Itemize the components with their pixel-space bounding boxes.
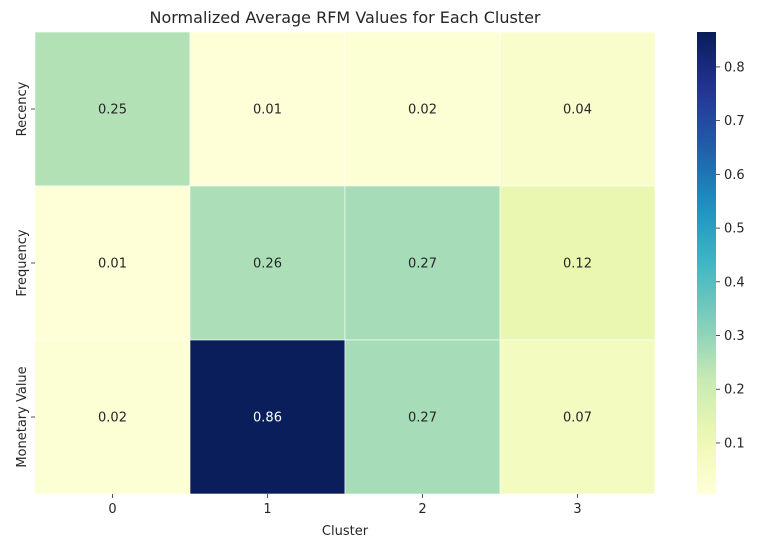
y-tick-label: Monetary Value <box>15 366 30 467</box>
heatmap-cell <box>499 31 656 187</box>
heatmap-cell <box>34 185 191 341</box>
colorbar-tick-label: 0.7 <box>724 114 745 129</box>
colorbar-tick-label: 0.5 <box>724 222 745 237</box>
cell-value-label: 0.02 <box>408 103 437 118</box>
cell-value-label: 0.04 <box>563 103 592 118</box>
heatmap-cell <box>189 185 346 341</box>
cell-value-label: 0.27 <box>408 257 437 272</box>
heatmap-cell <box>189 339 346 495</box>
heatmap-cell <box>344 185 501 341</box>
colorbar-tick-label: 0.3 <box>724 329 745 344</box>
cell-value-label: 0.01 <box>98 257 127 272</box>
x-axis: 0 1 2 3 <box>108 494 582 517</box>
colorbar-tick-label: 0.1 <box>724 436 745 451</box>
colorbar-gradient <box>697 32 716 494</box>
x-tick-label: 3 <box>573 502 581 517</box>
heatmap-cell <box>344 31 501 187</box>
cell-value-label: 0.26 <box>253 257 282 272</box>
chart-title: Normalized Average RFM Values for Each C… <box>150 8 541 27</box>
heatmap-cell <box>499 185 656 341</box>
y-tick-label: Frequency <box>15 229 30 296</box>
colorbar-tick-label: 0.4 <box>724 275 745 290</box>
cell-value-label: 0.02 <box>98 411 127 426</box>
cell-value-label: 0.86 <box>253 411 282 426</box>
y-tick-label: Recency <box>15 81 30 136</box>
cell-value-label: 0.25 <box>98 103 127 118</box>
colorbar-tick-label: 0.2 <box>724 383 745 398</box>
colorbar-tick-label: 0.8 <box>724 60 745 75</box>
cell-value-label: 0.12 <box>563 257 592 272</box>
cell-value-label: 0.07 <box>563 411 592 426</box>
x-tick-label: 0 <box>108 502 116 517</box>
heatmap-cell <box>499 339 656 495</box>
x-axis-label: Cluster <box>322 524 369 539</box>
heatmap-cell <box>34 31 191 187</box>
y-axis: Recency Frequency Monetary Value <box>15 81 35 468</box>
cell-value-label: 0.01 <box>253 103 282 118</box>
colorbar-tick-label: 0.6 <box>724 168 745 183</box>
x-tick-label: 1 <box>263 502 271 517</box>
heatmap-cell <box>189 31 346 187</box>
heatmap-cells: 0.25 0.01 0.02 0.04 0.01 0.26 0.27 0.12 0.02 0.86… <box>34 31 656 495</box>
x-tick-label: 2 <box>418 502 426 517</box>
colorbar: 0.1 0.2 0.3 0.4 0.5 0.6 0.7 0.8 <box>697 32 745 494</box>
cell-value-label: 0.27 <box>408 411 437 426</box>
